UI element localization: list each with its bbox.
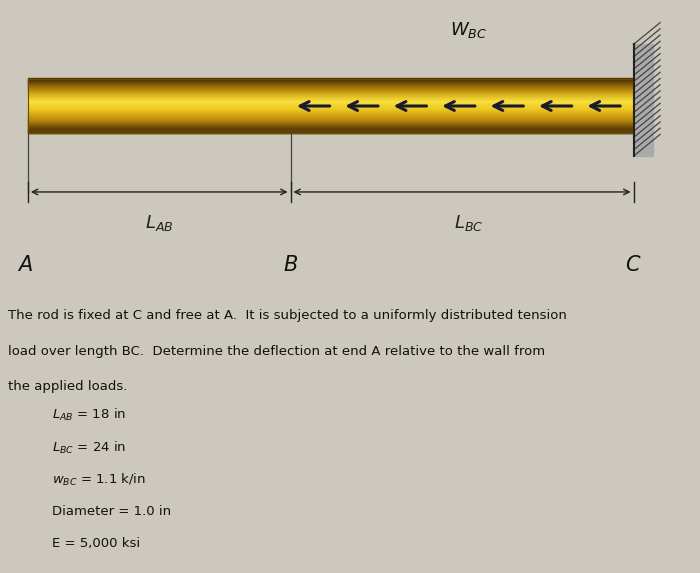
Bar [28, 132, 634, 134]
Bar [28, 84, 634, 85]
Text: $C$: $C$ [625, 255, 642, 275]
Text: $L_{BC}$: $L_{BC}$ [454, 214, 484, 233]
Bar [28, 114, 634, 116]
Text: The rod is fixed at C and free at A.  It is subjected to a uniformly distributed: The rod is fixed at C and free at A. It … [8, 309, 567, 323]
Bar [28, 97, 634, 98]
Bar [28, 119, 634, 120]
Bar [28, 81, 634, 82]
Bar [28, 115, 634, 116]
Bar [28, 85, 634, 87]
Bar [634, 45, 653, 156]
Bar [28, 113, 634, 114]
Bar [28, 130, 634, 131]
Bar [28, 127, 634, 128]
Bar [28, 102, 634, 103]
Bar [28, 131, 634, 132]
Bar [28, 91, 634, 92]
Text: $w_{BC}$ = 1.1 k/in: $w_{BC}$ = 1.1 k/in [52, 472, 146, 488]
Bar [28, 95, 634, 96]
Bar [28, 106, 634, 107]
Bar [28, 87, 634, 88]
Bar [28, 124, 634, 125]
Text: E = 5,000 ksi: E = 5,000 ksi [52, 537, 141, 551]
Bar [28, 123, 634, 124]
Bar [28, 103, 634, 104]
Bar [28, 127, 634, 128]
Text: the applied loads.: the applied loads. [8, 380, 128, 394]
Text: $A$: $A$ [17, 255, 32, 275]
Bar [28, 120, 634, 121]
Bar [28, 79, 634, 134]
Bar [28, 117, 634, 118]
Bar [28, 113, 634, 115]
Bar [28, 93, 634, 95]
Bar [28, 107, 634, 108]
Bar [28, 89, 634, 91]
Bar [28, 108, 634, 109]
Bar [28, 123, 634, 124]
Bar [28, 117, 634, 119]
Bar [28, 103, 634, 105]
Bar [28, 80, 634, 81]
Text: $L_{AB}$ = 18 in: $L_{AB}$ = 18 in [52, 407, 127, 423]
Bar [28, 119, 634, 120]
Bar [28, 95, 634, 96]
Bar [28, 86, 634, 87]
Bar [28, 92, 634, 94]
Bar [28, 92, 634, 93]
Bar [28, 125, 634, 127]
Bar [28, 105, 634, 107]
Bar [28, 88, 634, 89]
Text: $W_{BC}$: $W_{BC}$ [450, 20, 488, 40]
Bar [28, 80, 634, 81]
Bar [28, 126, 634, 127]
Bar [28, 98, 634, 99]
Bar [28, 84, 634, 85]
Text: $L_{AB}$: $L_{AB}$ [145, 214, 174, 233]
Bar [28, 116, 634, 117]
Bar [28, 97, 634, 99]
Bar [28, 100, 634, 101]
Bar [28, 94, 634, 95]
Bar [28, 79, 634, 80]
Bar [28, 121, 634, 123]
Bar [28, 81, 634, 83]
Bar [28, 120, 634, 121]
Bar [28, 108, 634, 109]
Bar [28, 83, 634, 84]
Bar [28, 110, 634, 111]
Bar [28, 104, 634, 105]
Bar [28, 109, 634, 110]
Bar [28, 91, 634, 92]
Text: Diameter = 1.0 in: Diameter = 1.0 in [52, 505, 172, 518]
Text: $B$: $B$ [283, 255, 298, 275]
Bar [28, 109, 634, 111]
Bar [28, 131, 634, 132]
Bar [28, 101, 634, 103]
Bar [28, 121, 634, 123]
Bar [28, 88, 634, 89]
Bar [28, 105, 634, 106]
Bar [28, 124, 634, 125]
Bar [28, 99, 634, 100]
Text: load over length BC.  Determine the deflection at end A relative to the wall fro: load over length BC. Determine the defle… [8, 345, 545, 358]
Bar [28, 128, 634, 130]
Bar [28, 90, 634, 91]
Bar [28, 112, 634, 113]
Bar [28, 83, 634, 84]
Bar [28, 87, 634, 88]
Bar [28, 111, 634, 112]
Bar [28, 112, 634, 113]
Bar [28, 116, 634, 117]
Bar [28, 79, 634, 80]
Text: $L_{BC}$ = 24 in: $L_{BC}$ = 24 in [52, 439, 127, 456]
Bar [28, 101, 634, 102]
Bar [28, 128, 634, 129]
Bar [28, 129, 634, 131]
Bar [28, 99, 634, 100]
Bar [28, 96, 634, 97]
